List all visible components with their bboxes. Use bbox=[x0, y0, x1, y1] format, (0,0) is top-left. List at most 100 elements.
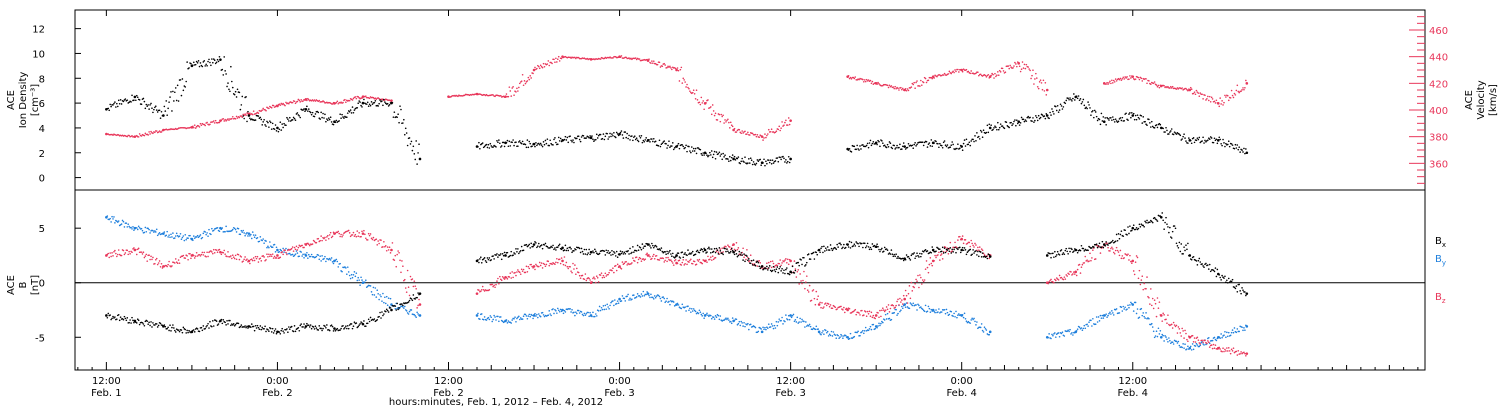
density-point bbox=[1144, 120, 1146, 123]
bz-point bbox=[808, 284, 811, 287]
density-point bbox=[489, 142, 492, 145]
bx-point bbox=[532, 245, 534, 248]
density-point bbox=[709, 151, 711, 154]
by-point bbox=[182, 235, 185, 237]
density-point bbox=[110, 105, 112, 108]
bz-point bbox=[871, 316, 874, 319]
bx-point bbox=[687, 249, 689, 251]
by-point bbox=[837, 334, 839, 337]
by-point bbox=[1108, 312, 1110, 315]
bx-point bbox=[518, 252, 520, 255]
by-point bbox=[1231, 329, 1234, 331]
bz-point bbox=[210, 250, 212, 252]
bz-point bbox=[696, 259, 699, 261]
by-point bbox=[934, 311, 936, 314]
density-point bbox=[231, 86, 234, 89]
by-point bbox=[237, 227, 240, 230]
velocity-point bbox=[1035, 77, 1038, 79]
by-point bbox=[266, 246, 268, 249]
density-point bbox=[613, 131, 615, 134]
bz-point bbox=[603, 276, 606, 279]
density-point bbox=[1203, 142, 1205, 144]
bz-point bbox=[575, 273, 577, 276]
by-point bbox=[870, 328, 873, 331]
bx-point bbox=[239, 325, 242, 328]
by-point bbox=[241, 231, 244, 233]
bz-point bbox=[276, 254, 279, 257]
velocity-point bbox=[1134, 78, 1137, 80]
by-point bbox=[1158, 333, 1161, 335]
density-point bbox=[133, 99, 135, 102]
density-point bbox=[888, 141, 891, 143]
velocity-point bbox=[901, 87, 904, 90]
bz-point bbox=[778, 262, 781, 265]
density-point bbox=[1169, 130, 1172, 132]
density-point bbox=[1112, 118, 1115, 121]
velocity-point bbox=[1009, 64, 1011, 67]
by-point bbox=[174, 235, 177, 237]
bx-point bbox=[180, 329, 183, 331]
bz-point bbox=[281, 251, 283, 253]
velocity-point bbox=[206, 121, 208, 124]
by-point bbox=[1224, 331, 1226, 333]
by-point bbox=[295, 250, 298, 252]
by-point bbox=[962, 316, 965, 319]
bx-point bbox=[712, 250, 715, 253]
bz-point bbox=[223, 249, 226, 252]
bx-point bbox=[747, 259, 749, 262]
bx-point bbox=[293, 325, 296, 327]
density-point bbox=[1085, 106, 1087, 109]
bz-point bbox=[1240, 351, 1242, 353]
bx-point bbox=[204, 327, 207, 330]
bz-point bbox=[116, 255, 118, 258]
density-point bbox=[352, 111, 355, 114]
bz-point bbox=[872, 314, 875, 317]
density-point bbox=[1067, 97, 1069, 100]
velocity-point bbox=[864, 80, 867, 83]
density-point bbox=[964, 145, 967, 147]
velocity-point bbox=[867, 79, 870, 81]
by-point bbox=[495, 319, 497, 321]
by-point bbox=[138, 226, 141, 229]
by-point bbox=[231, 228, 234, 231]
bz-point bbox=[570, 270, 572, 272]
by-point bbox=[558, 310, 561, 313]
bx-point bbox=[714, 251, 717, 254]
by-point bbox=[1096, 321, 1099, 323]
bx-point bbox=[479, 258, 481, 260]
velocity-point bbox=[193, 124, 196, 126]
density-point bbox=[957, 143, 959, 145]
by-point bbox=[966, 321, 969, 324]
bx-point bbox=[279, 332, 282, 335]
bz-point bbox=[330, 236, 333, 239]
by-point bbox=[536, 313, 538, 316]
bz-point bbox=[961, 235, 964, 237]
density-point bbox=[780, 158, 782, 161]
bz-point bbox=[714, 256, 717, 259]
by-point bbox=[335, 258, 338, 261]
density-point bbox=[993, 127, 995, 129]
velocity-point bbox=[1118, 78, 1121, 81]
by-point bbox=[274, 251, 277, 253]
bx-point bbox=[172, 324, 174, 326]
bx-point bbox=[221, 322, 224, 325]
density-point bbox=[118, 102, 121, 105]
by-point bbox=[414, 315, 417, 317]
bz-point bbox=[1148, 296, 1150, 299]
velocity-point bbox=[1008, 67, 1011, 70]
by-point bbox=[1176, 342, 1179, 344]
density-point bbox=[1072, 97, 1074, 100]
bz-point bbox=[144, 255, 147, 257]
bx-point bbox=[298, 329, 301, 332]
velocity-point bbox=[658, 61, 661, 64]
density-point bbox=[681, 144, 684, 146]
bx-point bbox=[655, 245, 658, 248]
velocity-point bbox=[524, 82, 527, 85]
density-point bbox=[602, 133, 605, 135]
bz-point bbox=[727, 244, 729, 246]
bz-point bbox=[1218, 346, 1221, 349]
bz-point bbox=[1111, 246, 1113, 249]
bz-point bbox=[506, 278, 509, 280]
velocity-point bbox=[285, 101, 287, 104]
density-point bbox=[1071, 100, 1073, 102]
